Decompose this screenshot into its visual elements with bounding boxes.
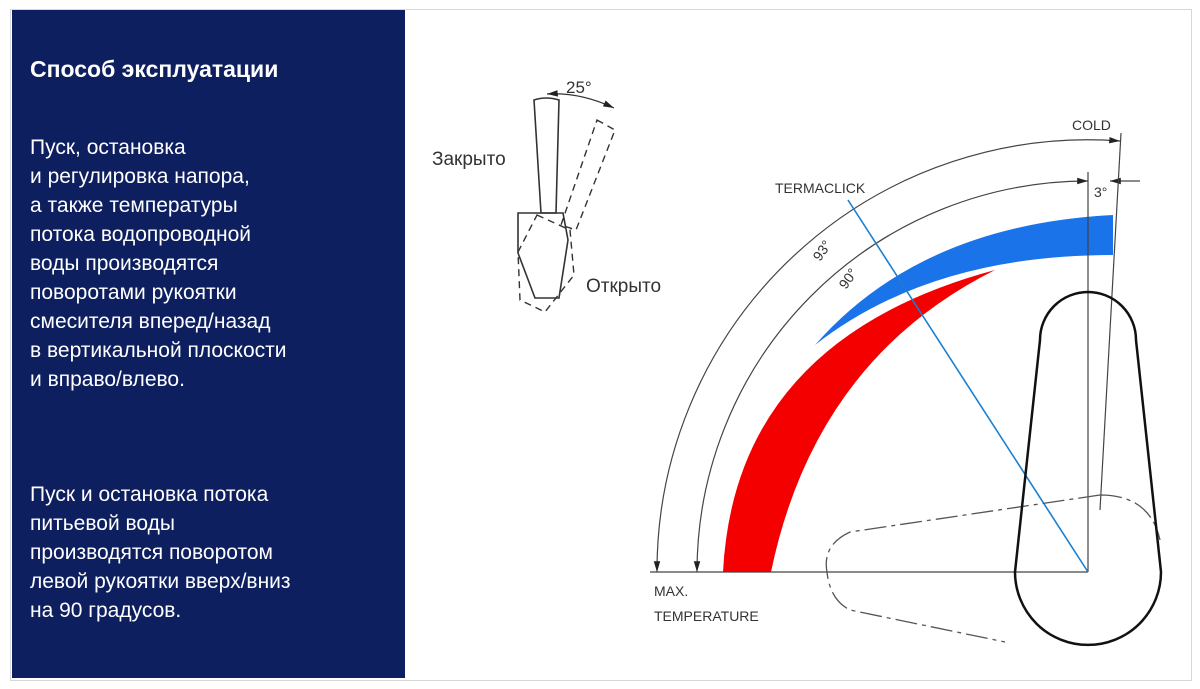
cold-axis	[1099, 132, 1122, 511]
handle-top-outline	[1013, 290, 1163, 647]
lever-closed-outline	[517, 97, 569, 299]
angle-3-label: 3°	[1094, 184, 1107, 200]
max-temp-label-line1: MAX.	[654, 583, 688, 599]
termaclick-label: TERMACLICK	[775, 180, 866, 196]
lever-open-outline	[517, 118, 616, 313]
arc-90	[693, 177, 1089, 573]
paragraph-handle-control: Пуск, остановка и регулировка напора, а …	[30, 136, 287, 391]
termaclick-line	[847, 199, 1089, 573]
max-temp-label-line2: TEMPERATURE	[654, 608, 759, 624]
angle-25-arc	[546, 90, 615, 109]
description-panel: Способ эксплуатации Пуск, остановка и ре…	[12, 10, 405, 678]
angle-90-label: 90°	[835, 265, 860, 292]
slide-frame	[10, 9, 1192, 681]
angle-93-label: 93°	[809, 237, 834, 264]
paragraph-drinking-water: Пуск и остановка потока питьевой воды пр…	[30, 483, 291, 622]
closed-label: Закрыто	[432, 149, 506, 170]
open-label: Открыто	[586, 276, 661, 297]
arc-93	[653, 136, 1121, 573]
angle-25-label: 25°	[566, 78, 592, 97]
panel-title: Способ эксплуатации	[30, 56, 279, 82]
handle-forward-outline	[825, 494, 1161, 643]
hot-red-band	[723, 270, 995, 572]
cold-label: COLD	[1072, 117, 1111, 133]
